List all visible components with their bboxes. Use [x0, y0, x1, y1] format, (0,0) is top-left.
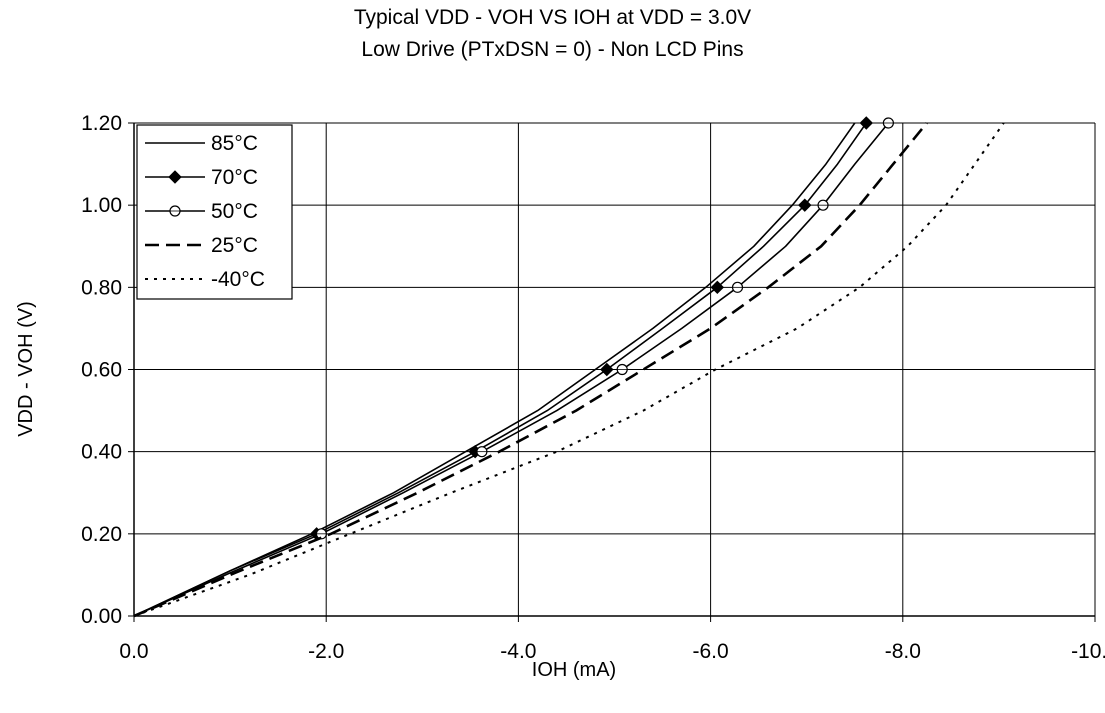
x-tick-label: 0.0 [119, 640, 148, 663]
y-tick-label: 0.00 [81, 605, 122, 628]
y-tick-label: 0.40 [81, 441, 122, 464]
series-3 [133, 122, 928, 618]
x-tick-label: -4.0 [500, 640, 536, 663]
y-tick-label: 1.20 [81, 112, 122, 135]
series-4 [133, 122, 1005, 617]
series-marker [798, 198, 812, 212]
legend: 85°C 70°C 50°C 25°C -40°C [136, 124, 293, 300]
axes [128, 122, 1096, 622]
chart-subtitle: Low Drive (PTxDSN = 0) - Non LCD Pins [361, 38, 744, 61]
y-tick-label: 1.00 [81, 194, 122, 217]
x-tick-label: -2.0 [308, 640, 344, 663]
series-marker [859, 116, 873, 130]
y-tick-label: 0.60 [81, 359, 122, 382]
series-marker [710, 280, 725, 295]
x-tick-label: -6.0 [693, 640, 729, 663]
y-axis-label: VDD - VOH (V) [15, 301, 37, 437]
legend-box [136, 124, 293, 300]
y-tick-label: 0.20 [81, 523, 122, 546]
chart-title: Typical VDD - VOH VS IOH at VDD = 3.0V [353, 6, 752, 29]
legend-label: 85°C [211, 132, 258, 155]
legend-label: -40°C [211, 268, 265, 291]
grid-lines [134, 122, 1096, 616]
series-2 [133, 117, 894, 617]
x-tick-label: -10.0 [1071, 640, 1105, 663]
legend-label: 50°C [211, 200, 258, 223]
x-tick-label: -8.0 [885, 640, 921, 663]
series-layer [133, 116, 1005, 618]
tick-labels: 0.0 -2.0 -4.0 -6.0 -8.0 -10.0 0.00 0.20 0.40 0.60… [81, 112, 1105, 663]
legend-label: 70°C [211, 166, 258, 189]
y-tick-label: 0.80 [81, 276, 122, 299]
x-axis-label: IOH (mA) [532, 659, 616, 681]
legend-marker [168, 170, 182, 184]
legend-label: 25°C [211, 234, 258, 257]
series-marker [600, 362, 614, 377]
series-line [133, 122, 928, 618]
series-line [133, 122, 1005, 617]
